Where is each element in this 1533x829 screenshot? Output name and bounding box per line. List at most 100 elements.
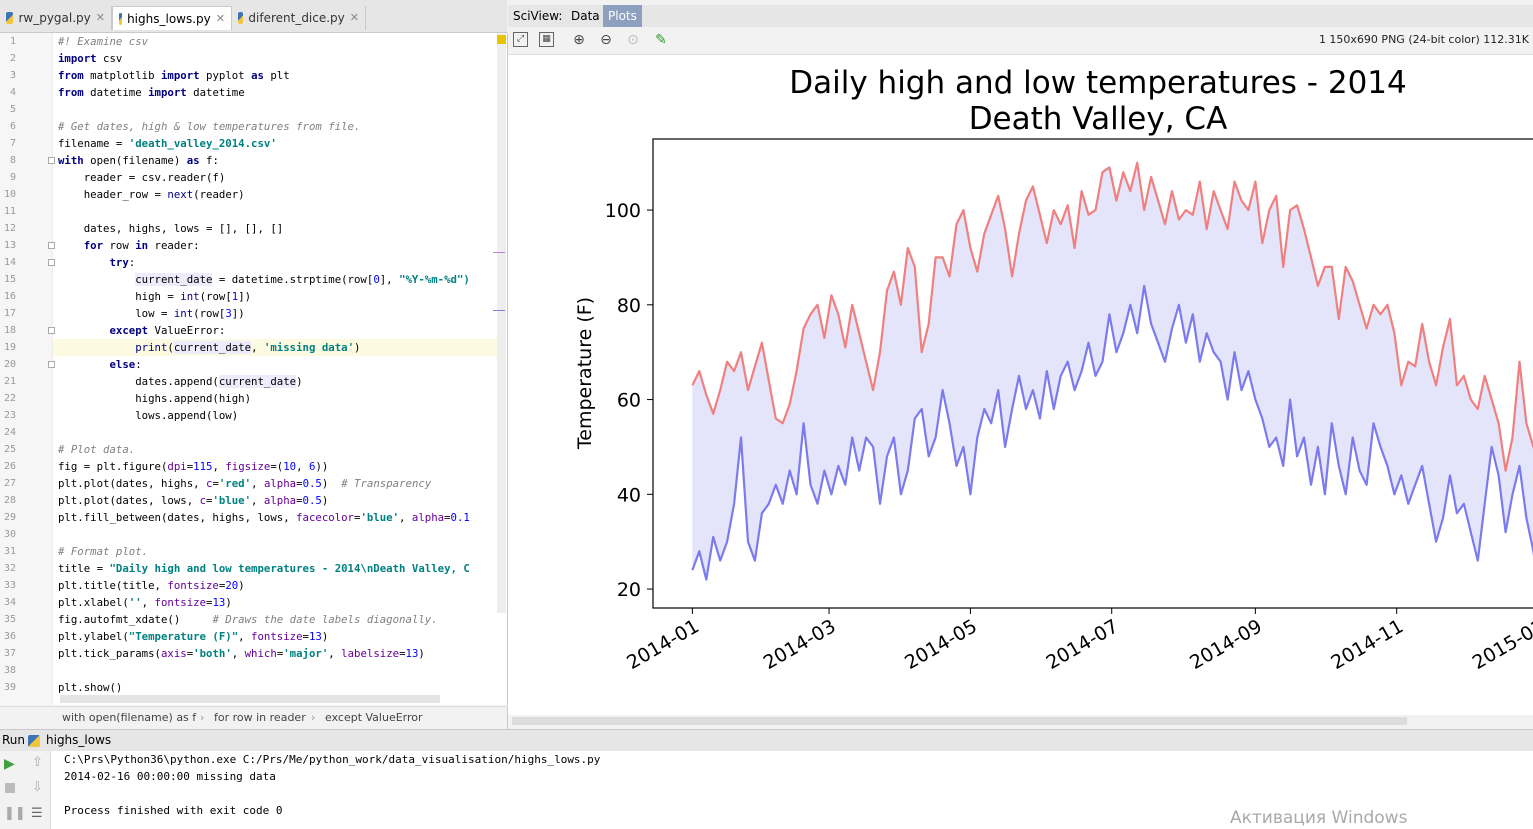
code-line[interactable]: plt.plot(dates, highs, c='red', alpha=0.…: [58, 475, 431, 492]
plot-horizontal-scrollbar[interactable]: [508, 715, 1533, 727]
soft-wrap-icon[interactable]: ☰: [31, 806, 43, 821]
code-line[interactable]: with open(filename) as f:: [58, 152, 219, 169]
editor-vertical-scrollbar[interactable]: [493, 33, 506, 613]
code-token: [58, 341, 135, 354]
tab-data[interactable]: Data: [571, 9, 600, 23]
fold-marker-icon[interactable]: [48, 327, 55, 334]
code-line[interactable]: plt.title(title, fontsize=20): [58, 577, 245, 594]
code-token: 13: [308, 630, 322, 643]
tab-rw-pygal[interactable]: rw_pygal.py ✕: [0, 6, 112, 30]
code-line[interactable]: lows.append(low): [58, 407, 238, 424]
close-icon[interactable]: ✕: [215, 11, 225, 25]
code-line[interactable]: except ValueError:: [58, 322, 225, 339]
code-token: c: [199, 494, 206, 507]
fold-marker-icon[interactable]: [48, 157, 55, 164]
code-line[interactable]: low = int(row[3]): [58, 305, 244, 322]
run-console[interactable]: ▶ ⇧ ⇩ ❚❚ ☰ C:\Prs\Python36\python.exe C:…: [0, 751, 1533, 829]
code-token: :: [128, 256, 136, 269]
stop-icon[interactable]: [5, 783, 15, 793]
line-number: 27: [3, 478, 16, 489]
color-picker-icon[interactable]: ✎: [655, 32, 667, 48]
code-line[interactable]: plt.show(): [58, 679, 122, 696]
code-line[interactable]: #! Examine csv: [58, 33, 148, 50]
code-token: dates, highs, lows = [], [], []: [58, 222, 284, 235]
inspection-status-icon[interactable]: [497, 35, 506, 44]
plot-viewer[interactable]: Daily high and low temperatures - 2014 D…: [508, 55, 1533, 715]
grid-icon[interactable]: ▦: [539, 32, 554, 47]
code-line[interactable]: plt.plot(dates, lows, c='blue', alpha=0.…: [58, 492, 328, 509]
breadcrumb-item[interactable]: for row in reader: [214, 711, 306, 724]
code-line[interactable]: high = int(row[1]): [58, 288, 251, 305]
console-line: 2014-02-16 00:00:00 missing data: [64, 770, 276, 783]
code-line[interactable]: filename = 'death_valley_2014.csv': [58, 135, 277, 152]
code-line[interactable]: plt.xlabel('', fontsize=13): [58, 594, 232, 611]
code-token: ,: [251, 494, 264, 507]
code-token: ): [321, 630, 329, 643]
code-line[interactable]: else:: [58, 356, 141, 373]
fold-marker-icon[interactable]: [48, 259, 55, 266]
code-line[interactable]: print(current_date, 'missing data'): [58, 339, 360, 356]
code-line[interactable]: header_row = next(reader): [58, 186, 245, 203]
code-token: ,: [251, 477, 264, 490]
code-line[interactable]: reader = csv.reader(f): [58, 169, 226, 186]
code-token: 13: [212, 596, 226, 609]
sciview-header: SciView: Data Plots: [508, 5, 1533, 27]
code-line[interactable]: fig.autofmt_xdate() # Draws the date lab…: [58, 611, 438, 628]
code-editor[interactable]: 1 2 3 4 5 6 7 8 9 10 11 12 13 14 15 16 17 18 19 20 21 22 23 24 2…: [0, 33, 508, 705]
rerun-icon[interactable]: ▶: [4, 756, 15, 772]
code-token: plt.show(): [58, 681, 123, 694]
error-stripe-mark[interactable]: [493, 252, 505, 253]
code-token: ,: [296, 460, 309, 473]
code-token: 'red': [218, 477, 252, 490]
tab-plots[interactable]: Plots: [603, 5, 642, 27]
code-line[interactable]: highs.append(high): [58, 390, 251, 407]
tab-highs-lows[interactable]: highs_lows.py ✕: [112, 6, 232, 30]
pause-icon[interactable]: ❚❚: [4, 806, 26, 821]
code-token: fig = plt.figure(: [58, 460, 168, 473]
fit-screen-icon[interactable]: ⤢: [513, 32, 528, 47]
zoom-in-icon[interactable]: ⊕: [573, 32, 585, 48]
zoom-out-icon[interactable]: ⊖: [600, 32, 612, 48]
code-line[interactable]: # Plot data.: [58, 441, 135, 458]
code-line[interactable]: # Format plot.: [58, 543, 148, 560]
editor-horizontal-scrollbar[interactable]: [60, 695, 440, 703]
code-line[interactable]: fig = plt.figure(dpi=115, figsize=(10, 6…: [58, 458, 328, 475]
code-token: (: [167, 341, 174, 354]
run-config-name[interactable]: highs_lows: [46, 733, 112, 747]
up-arrow-icon[interactable]: ⇧: [32, 755, 43, 770]
tab-diferent-dice[interactable]: diferent_dice.py ✕: [232, 6, 366, 30]
code-line[interactable]: from datetime import datetime: [58, 84, 245, 101]
x-tick-label: 2014-07: [1042, 615, 1122, 674]
breadcrumb-item[interactable]: except ValueError: [325, 711, 423, 724]
code-token: c: [206, 477, 213, 490]
code-line[interactable]: from matplotlib import pyplot as plt: [58, 67, 290, 84]
code-line[interactable]: plt.fill_between(dates, highs, lows, fac…: [58, 509, 470, 526]
code-token: which: [244, 647, 277, 660]
fold-marker-icon[interactable]: [48, 361, 55, 368]
code-token: =: [399, 647, 406, 660]
code-line[interactable]: dates, highs, lows = [], [], []: [58, 220, 283, 237]
windows-activation-watermark: Активация Windows: [1230, 808, 1408, 828]
close-icon[interactable]: ✕: [95, 11, 105, 24]
y-axis-label: Temperature (F): [574, 297, 596, 450]
breadcrumb-item[interactable]: with open(filename) as f: [62, 711, 197, 724]
fold-marker-icon[interactable]: [48, 242, 55, 249]
code-line[interactable]: import csv: [58, 50, 122, 67]
actual-size-icon[interactable]: ⊙: [627, 32, 639, 48]
code-line[interactable]: plt.ylabel("Temperature (F)", fontsize=1…: [58, 628, 328, 645]
code-token: pyplot: [199, 69, 252, 82]
code-line[interactable]: try:: [58, 254, 135, 271]
code-line[interactable]: dates.append(current_date): [58, 373, 303, 390]
close-icon[interactable]: ✕: [349, 11, 359, 24]
code-line[interactable]: plt.tick_params(axis='both', which='majo…: [58, 645, 425, 662]
code-line[interactable]: # Get dates, high & low temperatures fro…: [58, 118, 360, 135]
code-token: =: [218, 579, 226, 592]
code-line[interactable]: current_date = datetime.strptime(row[0],…: [58, 271, 470, 288]
line-number: 25: [3, 444, 16, 455]
scrollbar-thumb[interactable]: [512, 717, 1407, 725]
code-line[interactable]: title = "Daily high and low temperatures…: [58, 560, 470, 577]
code-token: in: [135, 239, 149, 252]
error-stripe-mark[interactable]: [493, 310, 505, 311]
down-arrow-icon[interactable]: ⇩: [32, 780, 43, 795]
code-line[interactable]: for row in reader:: [58, 237, 200, 254]
